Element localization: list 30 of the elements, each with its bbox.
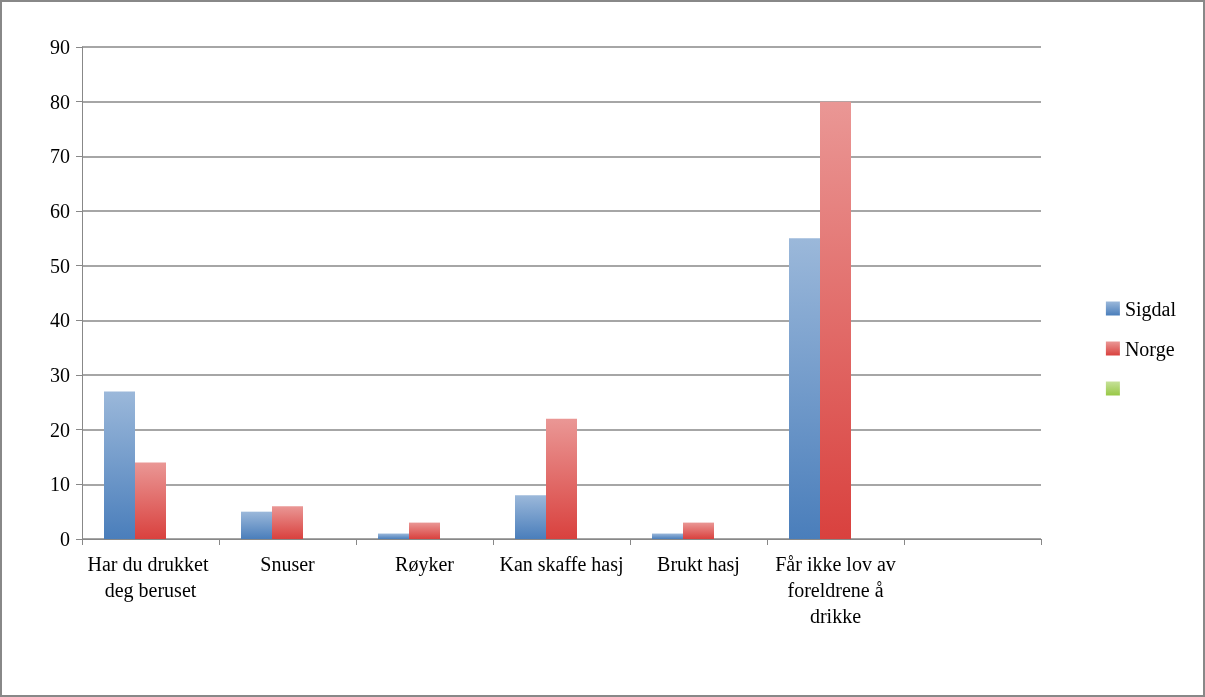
y-tick-label: 60 xyxy=(50,200,70,222)
x-tick-label: Har du drukket deg beruset xyxy=(87,553,214,602)
legend-label: Norge xyxy=(1124,337,1175,361)
bar xyxy=(378,533,409,539)
x-tick-label: Snuser xyxy=(260,553,316,575)
x-tick-label: Røyker xyxy=(395,553,455,576)
y-tick-label: 20 xyxy=(50,418,70,441)
bar xyxy=(652,533,683,539)
x-tick-label: Kan skaffe hasj xyxy=(499,553,624,576)
y-tick-label: 80 xyxy=(50,90,70,113)
y-tick-label: 90 xyxy=(50,36,70,58)
y-tick-label: 30 xyxy=(50,364,70,386)
bar xyxy=(104,391,135,539)
bar xyxy=(683,522,714,539)
x-tick-label: Får ikke lov av foreldrene å drikke xyxy=(775,553,896,627)
y-tick-label: 50 xyxy=(50,254,70,277)
bar xyxy=(820,101,851,539)
x-tick-label: Brukt hasj xyxy=(657,553,740,576)
y-tick-label: 40 xyxy=(50,309,70,332)
bar xyxy=(515,495,546,539)
bar xyxy=(546,418,577,539)
bar xyxy=(409,522,440,539)
y-tick-label: 0 xyxy=(60,528,70,550)
y-tick-label: 70 xyxy=(50,145,70,168)
y-tick-label: 10 xyxy=(50,473,70,496)
legend-label: Sigdal xyxy=(1124,297,1177,321)
bar xyxy=(135,462,166,539)
bar xyxy=(241,511,272,539)
bar xyxy=(789,238,820,539)
bar xyxy=(272,506,303,539)
